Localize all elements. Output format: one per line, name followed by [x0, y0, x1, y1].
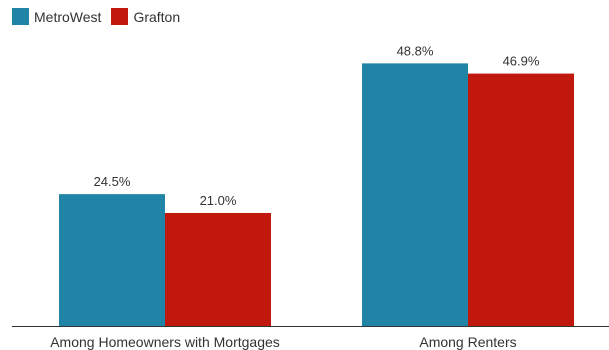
legend-item-grafton: Grafton	[111, 8, 180, 25]
x-tick-label-among-renters: Among Renters	[419, 334, 516, 350]
bar-grafton-among-renters	[468, 73, 574, 326]
data-label-metrowest-among-homeowners-with-mortgages: 24.5%	[94, 174, 131, 189]
bar-grafton-among-homeowners-with-mortgages	[165, 212, 271, 326]
x-tick-label-among-homeowners-with-mortgages: Among Homeowners with Mortgages	[50, 334, 280, 350]
legend-label-metrowest: MetroWest	[34, 8, 102, 25]
data-label-grafton-among-renters: 46.9%	[503, 54, 540, 69]
bar-metrowest-among-homeowners-with-mortgages	[59, 194, 165, 326]
bar-metrowest-among-renters	[362, 63, 468, 326]
legend-swatch-grafton	[111, 8, 129, 25]
data-label-grafton-among-homeowners-with-mortgages: 21.0%	[200, 193, 237, 208]
legend-item-metrowest: MetroWest	[12, 8, 101, 25]
legend-label-grafton: Grafton	[133, 8, 181, 25]
legend: MetroWest Grafton	[12, 8, 190, 25]
legend-swatch-metrowest	[12, 8, 29, 25]
data-label-metrowest-among-renters: 48.8%	[397, 43, 434, 58]
